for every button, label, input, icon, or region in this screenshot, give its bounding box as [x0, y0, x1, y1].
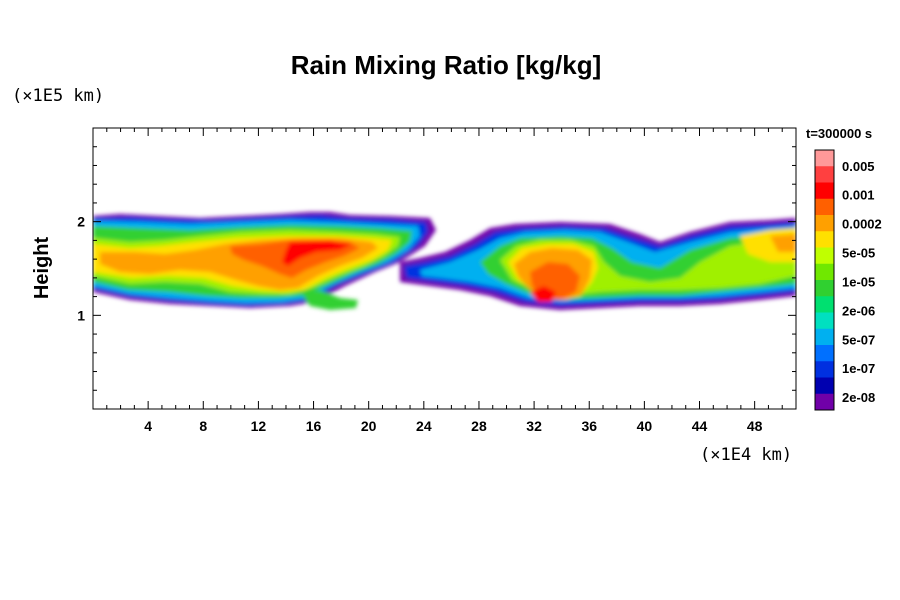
colorbar-label: 0.001 — [842, 188, 875, 203]
x-tick-label: 36 — [581, 418, 597, 434]
field-west-tail — [300, 290, 358, 310]
x-tick-label: 24 — [416, 418, 432, 434]
colorbar-label: 5e-07 — [842, 332, 875, 347]
colorbar-swatch — [815, 198, 834, 216]
plot-frame — [92, 127, 797, 410]
colorbar-swatch — [815, 393, 834, 411]
x-tick-label: 20 — [361, 418, 377, 434]
x-axis-ticks: 4 8 12 16 20 24 28 32 36 40 44 48 — [106, 128, 783, 434]
colorbar-label: 1e-05 — [842, 274, 875, 289]
colorbar-label: 0.0002 — [842, 217, 882, 232]
colorbar-label: 2e-08 — [842, 390, 875, 405]
colorbar-swatch — [815, 247, 834, 265]
colorbar-swatch — [815, 150, 834, 167]
colorbar-label: 1e-07 — [842, 361, 875, 376]
x-tick-label: 32 — [526, 418, 542, 434]
x-tick-label: 28 — [471, 418, 487, 434]
colorbar-frame — [814, 149, 835, 411]
colorbar-swatch — [815, 312, 834, 330]
y-tick-label: 1 — [77, 307, 85, 323]
colorbar-swatch — [815, 377, 834, 395]
colorbar-swatch — [815, 296, 834, 313]
x-unit-label: (×1E4 km) — [700, 445, 792, 465]
colorbar-swatch — [815, 345, 834, 362]
colorbar-label: 2e-06 — [842, 303, 875, 318]
chart-title: Rain Mixing Ratio [kg/kg] — [291, 50, 602, 80]
y-tick-label: 2 — [77, 214, 85, 230]
colorbar-swatch — [815, 182, 834, 200]
x-tick-label: 40 — [637, 418, 653, 434]
colorbar-swatch — [815, 280, 834, 297]
colorbar-swatch — [815, 361, 834, 378]
colorbar-label: 5e-05 — [842, 246, 875, 261]
field-east-right-orange — [770, 234, 796, 252]
x-tick-label: 4 — [144, 418, 152, 434]
x-tick-label: 12 — [251, 418, 267, 434]
colorbar-swatch — [815, 328, 834, 346]
x-tick-label: 16 — [306, 418, 322, 434]
colorbar: 0.005 0.001 0.0002 5e-05 1e-05 2e-06 5e-07 1e-0… — [814, 149, 882, 411]
colorbar-swatch — [815, 231, 834, 248]
field-west-red — [282, 240, 352, 266]
y-unit-label: (×1E5 km) — [12, 86, 104, 106]
colorbar-swatch — [815, 215, 834, 232]
colorbar-swatch — [815, 263, 834, 281]
x-tick-label: 8 — [199, 418, 207, 434]
colorbar-label: 0.005 — [842, 159, 875, 174]
y-axis-label: Height — [31, 237, 53, 300]
y-axis-ticks: 12 — [77, 146, 796, 391]
x-tick-label: 44 — [692, 418, 708, 434]
colorbar-swatch — [815, 166, 834, 183]
field-east-red — [530, 286, 556, 302]
rain-field — [93, 212, 796, 310]
x-tick-label: 48 — [747, 418, 763, 434]
colorbar-time-label: t=300000 s — [806, 126, 872, 141]
plot-area — [93, 212, 796, 310]
